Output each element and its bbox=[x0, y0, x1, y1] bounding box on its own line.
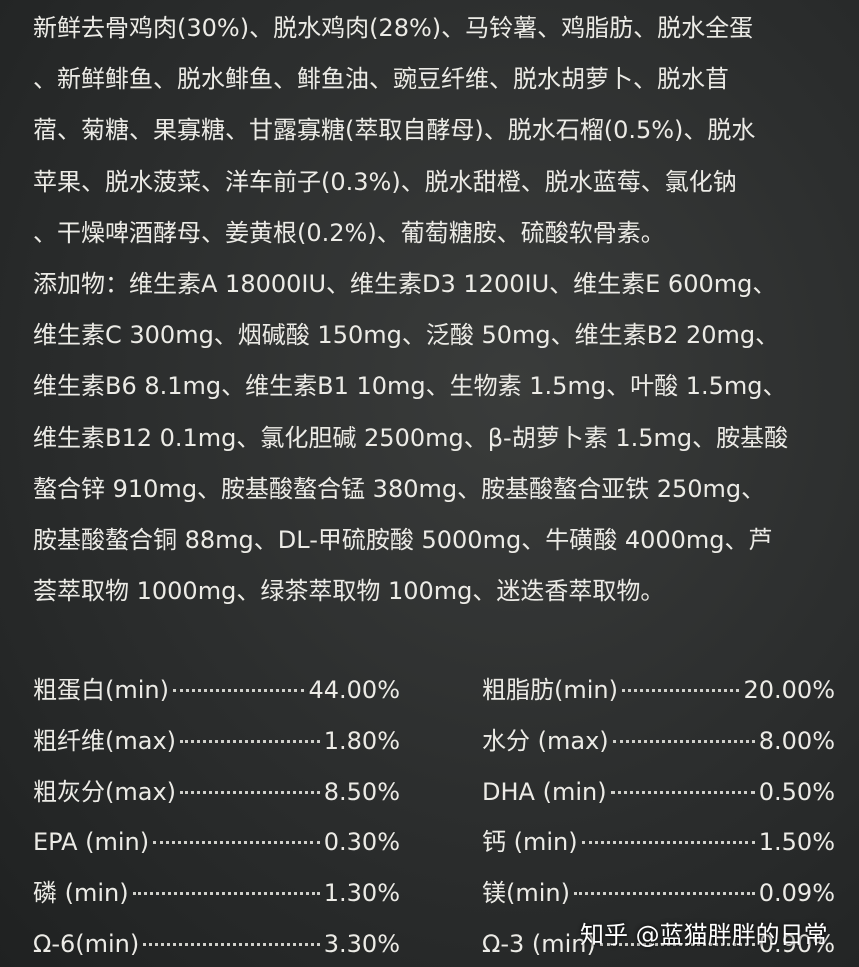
nutrient-value: 0.50% bbox=[758, 777, 835, 806]
nutrient-value: 1.50% bbox=[758, 828, 835, 857]
watermark: 知乎 @蓝猫胖胖的日常 bbox=[580, 921, 828, 949]
dot-leader bbox=[180, 790, 320, 794]
nutrient-value: 1.80% bbox=[323, 726, 400, 755]
analysis-item: 粗蛋白(min) 44.00% bbox=[33, 675, 400, 705]
nutrient-label: 粗蛋白(min) bbox=[33, 676, 169, 704]
nutrient-value: 0.09% bbox=[758, 879, 835, 908]
dot-leader bbox=[599, 943, 755, 946]
dot-leader bbox=[172, 689, 305, 692]
nutrient-value: 44.00% bbox=[308, 676, 400, 704]
dot-leader bbox=[153, 841, 320, 845]
ingredient-line: 维生素B6 8.1mg、维生素B1 10mg、生物素 1.5mg、叶酸 1.5m… bbox=[33, 372, 787, 401]
dot-leader bbox=[621, 689, 740, 692]
analysis-item: 钙 (min) 1.50% bbox=[482, 827, 835, 857]
nutrient-label: 镁(min) bbox=[482, 879, 570, 908]
nutrient-label: 磷 (min) bbox=[33, 879, 129, 908]
nutrient-label: Ω-6(min) bbox=[33, 930, 140, 958]
analysis-item: 镁(min) 0.09% bbox=[482, 878, 835, 908]
analysis-item: DHA (min) 0.50% bbox=[482, 777, 835, 807]
nutrient-label: 水分 (max) bbox=[482, 726, 609, 755]
ingredient-line: 添加物：维生素A 18000IU、维生素D3 1200IU、维生素E 600mg… bbox=[33, 270, 777, 298]
dot-leader bbox=[581, 841, 755, 845]
ingredient-line: 胺基酸螯合铜 88mg、DL-甲硫胺酸 5000mg、牛磺酸 4000mg、芦 bbox=[33, 526, 773, 554]
analysis-item: 粗脂肪(min) 20.00% bbox=[482, 675, 835, 705]
analysis-item: 水分 (max) 8.00% bbox=[482, 726, 835, 756]
analysis-item: EPA (min) 0.30% bbox=[33, 827, 400, 857]
ingredient-line: 荟萃取物 1000mg、绿茶萃取物 100mg、迷迭香萃取物。 bbox=[33, 577, 665, 606]
dot-leader bbox=[612, 739, 755, 743]
nutrient-value: 20.00% bbox=[743, 676, 835, 704]
nutrient-value: 0.90% bbox=[758, 930, 835, 958]
nutrient-label: Ω-3 (min) bbox=[482, 930, 596, 958]
nutrient-value: 3.30% bbox=[323, 930, 400, 958]
analysis-item: Ω-3 (min) 0.90% bbox=[482, 929, 835, 959]
analysis-item: 磷 (min) 1.30% bbox=[33, 878, 400, 908]
ingredient-line: 、新鲜鲱鱼、脱水鲱鱼、鲱鱼油、豌豆纤维、脱水胡萝卜、脱水苜 bbox=[33, 65, 729, 94]
ingredient-line: 、干燥啤酒酵母、姜黄根(0.2%)、葡萄糖胺、硫酸软骨素。 bbox=[33, 218, 665, 247]
dot-leader bbox=[573, 892, 755, 896]
nutrient-label: 粗脂肪(min) bbox=[482, 676, 618, 704]
dot-leader bbox=[180, 739, 320, 743]
ingredient-line: 新鲜去骨鸡肉(30%)、脱水鸡肉(28%)、马铃薯、鸡脂肪、脱水全蛋 bbox=[33, 14, 754, 42]
nutrient-label: DHA (min) bbox=[482, 777, 607, 806]
ingredient-line: 螯合锌 910mg、胺基酸螯合锰 380mg、胺基酸螯合亚铁 250mg、 bbox=[33, 474, 766, 503]
nutrient-label: 粗灰分(max) bbox=[33, 777, 177, 806]
dot-leader bbox=[143, 943, 320, 946]
nutrient-label: 钙 (min) bbox=[482, 828, 578, 857]
nutrient-value: 8.00% bbox=[758, 726, 835, 755]
nutrient-value: 8.50% bbox=[323, 777, 400, 806]
ingredient-line: 维生素B12 0.1mg、氯化胆碱 2500mg、β-胡萝卜素 1.5mg、胺基… bbox=[33, 423, 789, 452]
ingredient-line: 苹果、脱水菠菜、洋车前子(0.3%)、脱水甜橙、脱水蓝莓、氯化钠 bbox=[33, 167, 737, 196]
nutrient-label: EPA (min) bbox=[33, 828, 150, 857]
nutrient-value: 0.30% bbox=[323, 828, 400, 857]
nutrient-label: 粗纤维(max) bbox=[33, 726, 177, 755]
analysis-item: Ω-6(min) 3.30% bbox=[33, 929, 400, 959]
ingredient-line: 维生素C 300mg、烟碱酸 150mg、泛酸 50mg、维生素B2 20mg、 bbox=[33, 321, 780, 350]
dot-leader bbox=[610, 790, 755, 794]
analysis-item: 粗纤维(max) 1.80% bbox=[33, 726, 400, 756]
analysis-item: 粗灰分(max) 8.50% bbox=[33, 777, 400, 807]
nutrient-value: 1.30% bbox=[323, 879, 400, 908]
ingredient-line: 蓿、菊糖、果寡糖、甘露寡糖(萃取自酵母)、脱水石榴(0.5%)、脱水 bbox=[33, 116, 756, 145]
dot-leader bbox=[132, 892, 320, 896]
